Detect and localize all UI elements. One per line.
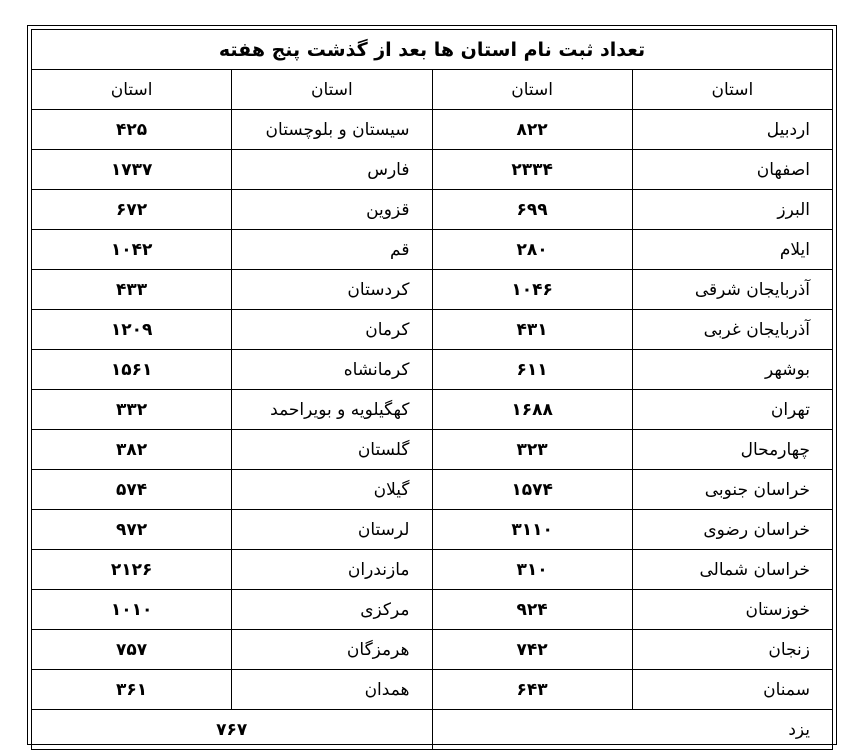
registration-count: ۴۲۵ — [30, 109, 233, 150]
province-name: چهارمحال — [631, 429, 834, 470]
province-name: خراسان شمالی — [631, 549, 834, 590]
registration-count: ۲۱۲۶ — [30, 549, 233, 590]
province-name: کرمان — [231, 309, 433, 350]
province-name: سیستان و بلوچستان — [231, 109, 433, 150]
registration-count: ۲۸۰ — [431, 229, 633, 270]
province-name: خوزستان — [631, 589, 834, 630]
province-name: همدان — [231, 669, 433, 710]
registration-count: ۳۱۱۰ — [431, 509, 633, 550]
table-row: سمنان ۶۴۳ همدان ۳۶۱ — [30, 669, 834, 710]
table-row: آذربایجان غربی ۴۳۱ کرمان ۱۲۰۹ — [30, 309, 834, 350]
registration-count: ۳۲۳ — [431, 429, 633, 470]
registration-count: ۷۶۷ — [31, 709, 433, 750]
province-name: کهگیلویه و بویراحمد — [231, 389, 433, 430]
table-row: اردبیل ۸۲۲ سیستان و بلوچستان ۴۲۵ — [30, 109, 834, 150]
table-row: ایلام ۲۸۰ قم ۱۰۴۲ — [30, 229, 834, 270]
registration-count: ۹۲۴ — [431, 589, 633, 630]
registration-count: ۸۲۲ — [431, 109, 633, 150]
province-name: ایلام — [631, 229, 834, 270]
province-name: هرمزگان — [231, 629, 433, 670]
registration-count: ۴۳۳ — [30, 269, 233, 310]
registration-count: ۹۷۲ — [30, 509, 233, 550]
province-name: فارس — [231, 149, 433, 190]
province-name: یزد — [431, 709, 833, 750]
registration-count: ۱۵۶۱ — [30, 349, 233, 390]
province-name: کرمانشاه — [231, 349, 433, 390]
table-row: آذربایجان شرقی ۱۰۴۶ کردستان ۴۳۳ — [30, 269, 834, 310]
header-count-2: استان — [30, 69, 233, 110]
province-name: مازندران — [231, 549, 433, 590]
province-name: کردستان — [231, 269, 433, 310]
header-count-1: استان — [431, 69, 633, 110]
province-name: خراسان جنوبی — [631, 469, 834, 510]
province-name: گلستان — [231, 429, 433, 470]
province-name: البرز — [631, 189, 834, 230]
registration-count: ۶۱۱ — [431, 349, 633, 390]
province-name: لرستان — [231, 509, 433, 550]
province-name: گیلان — [231, 469, 433, 510]
header-row: استان استان استان استان — [30, 69, 834, 110]
registration-count: ۱۷۳۷ — [30, 149, 233, 190]
registration-count: ۳۸۲ — [30, 429, 233, 470]
table-row-last: یزد ۷۶۷ — [31, 709, 833, 750]
province-name: آذربایجان شرقی — [631, 269, 834, 310]
registration-count: ۶۷۲ — [30, 189, 233, 230]
table-row: خراسان شمالی ۳۱۰ مازندران ۲۱۲۶ — [30, 549, 834, 590]
province-name: اصفهان — [631, 149, 834, 190]
table-row: البرز ۶۹۹ قزوین ۶۷۲ — [30, 189, 834, 230]
title-row: تعداد ثبت نام استان ها بعد از گذشت پنج ه… — [31, 29, 833, 70]
province-name: زنجان — [631, 629, 834, 670]
province-name: قم — [231, 229, 433, 270]
registration-count: ۶۹۹ — [431, 189, 633, 230]
table-row: زنجان ۷۴۲ هرمزگان ۷۵۷ — [30, 629, 834, 670]
registration-count: ۲۳۳۴ — [431, 149, 633, 190]
registration-count: ۱۰۴۲ — [30, 229, 233, 270]
registration-table: تعداد ثبت نام استان ها بعد از گذشت پنج ه… — [30, 29, 834, 750]
table-row: چهارمحال ۳۲۳ گلستان ۳۸۲ — [30, 429, 834, 470]
registration-count: ۱۰۴۶ — [431, 269, 633, 310]
table-row: اصفهان ۲۳۳۴ فارس ۱۷۳۷ — [30, 149, 834, 190]
header-province-1: استان — [631, 69, 834, 110]
province-name: سمنان — [631, 669, 834, 710]
registration-count: ۶۴۳ — [431, 669, 633, 710]
registration-count: ۵۷۴ — [30, 469, 233, 510]
registration-count: ۱۵۷۴ — [431, 469, 633, 510]
province-name: تهران — [631, 389, 834, 430]
registration-count: ۷۴۲ — [431, 629, 633, 670]
registration-count: ۴۳۱ — [431, 309, 633, 350]
table-row: خراسان جنوبی ۱۵۷۴ گیلان ۵۷۴ — [30, 469, 834, 510]
table-row: خوزستان ۹۲۴ مرکزی ۱۰۱۰ — [30, 589, 834, 630]
table-row: بوشهر ۶۱۱ کرمانشاه ۱۵۶۱ — [30, 349, 834, 390]
registration-count: ۳۱۰ — [431, 549, 633, 590]
province-name: بوشهر — [631, 349, 834, 390]
registration-count: ۳۳۲ — [30, 389, 233, 430]
province-name: اردبیل — [631, 109, 834, 150]
province-name: آذربایجان غربی — [631, 309, 834, 350]
registration-count: ۳۶۱ — [30, 669, 233, 710]
province-name: قزوین — [231, 189, 433, 230]
table-row: خراسان رضوی ۳۱۱۰ لرستان ۹۷۲ — [30, 509, 834, 550]
registration-table-frame: تعداد ثبت نام استان ها بعد از گذشت پنج ه… — [27, 25, 837, 750]
registration-count: ۱۲۰۹ — [30, 309, 233, 350]
province-name: مرکزی — [231, 589, 433, 630]
registration-count: ۱۰۱۰ — [30, 589, 233, 630]
registration-count: ۱۶۸۸ — [431, 389, 633, 430]
table-row: تهران ۱۶۸۸ کهگیلویه و بویراحمد ۳۳۲ — [30, 389, 834, 430]
header-province-2: استان — [231, 69, 433, 110]
registration-count: ۷۵۷ — [30, 629, 233, 670]
province-name: خراسان رضوی — [631, 509, 834, 550]
table-title: تعداد ثبت نام استان ها بعد از گذشت پنج ه… — [31, 29, 833, 70]
